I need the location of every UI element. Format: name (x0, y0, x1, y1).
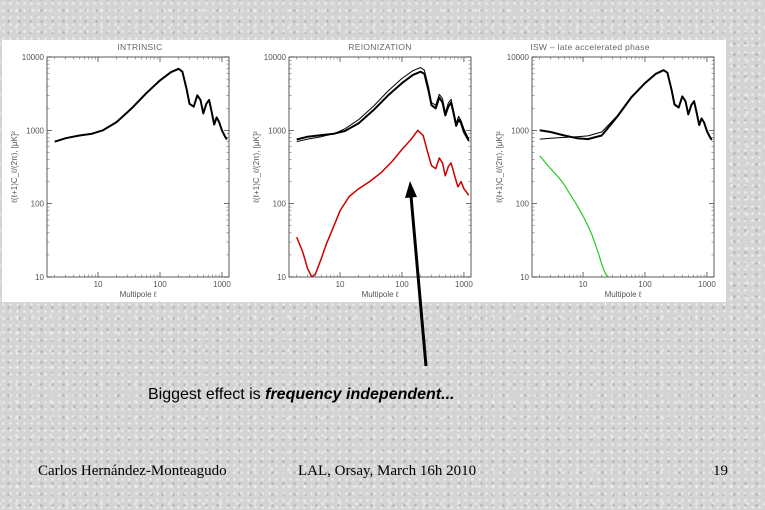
y-tick-label: 10 (35, 273, 44, 282)
chart-title: ISW – late accelerated phase (530, 42, 649, 52)
plot-frame (531, 56, 715, 278)
footer-page-number: 19 (713, 463, 728, 479)
footer-venue: LAL, Orsay, March 16h 2010 (298, 463, 477, 479)
plot-frame (46, 56, 230, 278)
chart-panel-1: INTRINSIC 10 100 1000 10000 10 100 1000 Multipol… (10, 42, 231, 299)
x-tick-label: 100 (638, 280, 652, 289)
y-tick-label: 100 (273, 200, 287, 209)
chart-panel-3: ISW – late accelerated phase 10 100 1000 100… (495, 42, 716, 299)
chart-title: INTRINSIC (117, 42, 162, 52)
y-tick-label: 10000 (507, 53, 530, 62)
x-tick-label: 1000 (698, 280, 716, 289)
y-axis-label: ℓ(ℓ+1)C_ℓ/(2π), [μK]² (252, 131, 261, 204)
y-tick-label: 100 (31, 200, 45, 209)
series-line-1 (296, 70, 470, 142)
x-tick-label: 1000 (213, 280, 231, 289)
x-tick-label: 100 (153, 280, 167, 289)
chart-panel-2: REIONIZATION 10 100 1000 10000 10 100 1000 Multi… (252, 42, 473, 299)
y-axis-label: ℓ(ℓ+1)C_ℓ/(2π), [μK]² (10, 131, 19, 204)
series-line-3 (296, 129, 470, 277)
caption-emphasis: frequency independent... (265, 386, 455, 403)
y-tick-label: 10 (277, 273, 286, 282)
figure-background (2, 40, 726, 302)
y-tick-label: 10000 (264, 53, 287, 62)
y-tick-label: 10 (520, 273, 529, 282)
arrow-shaft (409, 195, 428, 367)
chart-title: REIONIZATION (348, 42, 411, 52)
x-axis-label: Multipole ℓ (605, 290, 642, 299)
y-tick-label: 1000 (268, 126, 286, 135)
series-line-1 (54, 67, 228, 143)
footer-author: Carlos Hernández-Monteagudo (38, 463, 227, 479)
series-line-2 (539, 69, 713, 140)
y-tick-label: 1000 (26, 126, 44, 135)
caption: Biggest effect is frequency independent.… (148, 386, 568, 404)
x-tick-label: 100 (395, 280, 409, 289)
x-axis-label: Multipole ℓ (120, 290, 157, 299)
plot-frame (288, 56, 472, 278)
y-axis-label: ℓ(ℓ+1)C_ℓ/(2π), [μK]² (495, 131, 504, 204)
x-tick-label: 1000 (455, 280, 473, 289)
x-tick-label: 10 (94, 280, 103, 289)
x-tick-label: 10 (579, 280, 588, 289)
series-line-3 (539, 155, 610, 277)
y-tick-label: 1000 (511, 126, 529, 135)
y-tick-label: 10000 (22, 53, 45, 62)
y-tick-label: 100 (516, 200, 530, 209)
annotation-arrow (405, 181, 428, 367)
x-axis-label: Multipole ℓ (362, 290, 399, 299)
x-tick-label: 10 (336, 280, 345, 289)
arrow-head (405, 181, 417, 198)
series-line-2 (296, 67, 470, 143)
caption-plain: Biggest effect is (148, 386, 266, 403)
